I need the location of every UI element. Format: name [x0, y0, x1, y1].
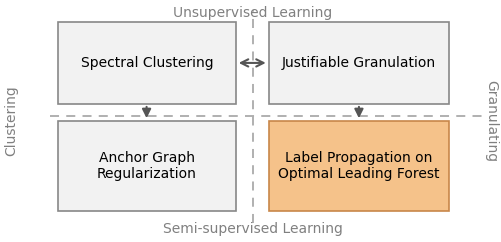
- Text: Label Propagation on
Optimal Leading Forest: Label Propagation on Optimal Leading For…: [278, 151, 439, 181]
- Text: Unsupervised Learning: Unsupervised Learning: [172, 6, 332, 20]
- Text: Clustering: Clustering: [4, 86, 18, 156]
- FancyBboxPatch shape: [268, 121, 448, 211]
- FancyBboxPatch shape: [58, 121, 235, 211]
- Text: Justifiable Granulation: Justifiable Granulation: [281, 56, 435, 70]
- Text: Semi-supervised Learning: Semi-supervised Learning: [162, 222, 342, 236]
- FancyBboxPatch shape: [58, 22, 235, 104]
- Text: Anchor Graph
Regularization: Anchor Graph Regularization: [97, 151, 196, 181]
- Text: Granulating: Granulating: [483, 80, 497, 162]
- FancyBboxPatch shape: [268, 22, 448, 104]
- Text: Spectral Clustering: Spectral Clustering: [80, 56, 213, 70]
